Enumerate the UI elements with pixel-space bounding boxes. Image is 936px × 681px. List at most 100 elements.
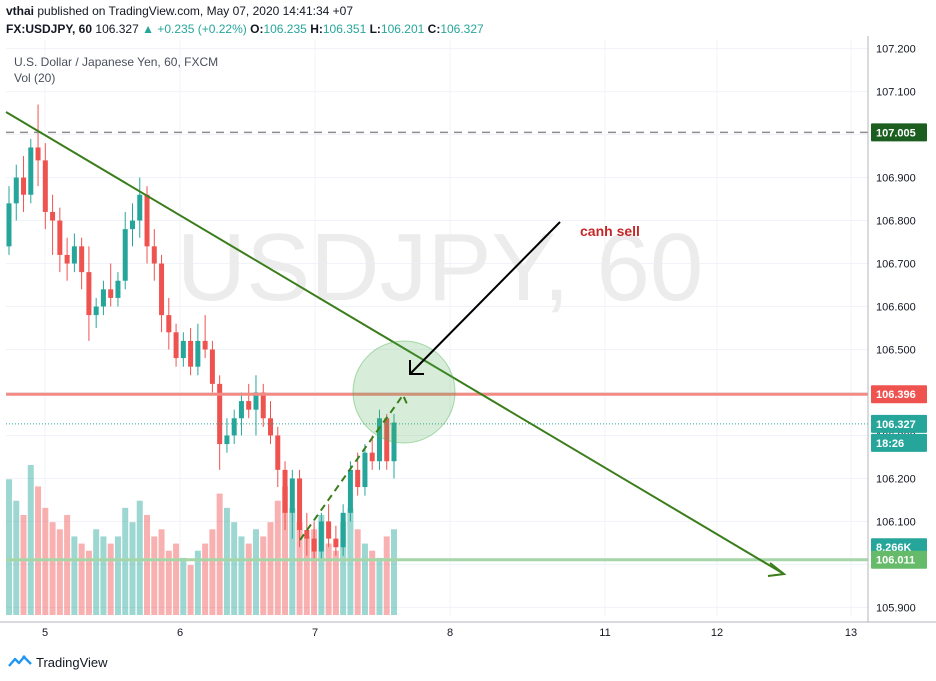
- drawings[interactable]: canh sell: [5, 111, 787, 577]
- candle-body[interactable]: [129, 220, 135, 230]
- annotation-arrow[interactable]: [409, 221, 561, 375]
- levels[interactable]: [6, 131, 868, 562]
- candle-body[interactable]: [166, 315, 172, 333]
- candle-body[interactable]: [6, 203, 12, 247]
- candle-body[interactable]: [57, 220, 63, 255]
- candle-body[interactable]: [79, 246, 85, 273]
- volume-bar: [245, 543, 252, 615]
- downtrend-line[interactable]: [5, 111, 785, 575]
- candle-body[interactable]: [231, 418, 237, 436]
- publisher-user[interactable]: vthai: [6, 4, 35, 18]
- volume-bar: [173, 543, 180, 615]
- y-tick-label: 107.100: [876, 87, 916, 99]
- candle-body[interactable]: [333, 538, 339, 548]
- candle-body[interactable]: [21, 177, 27, 195]
- volume-bar: [332, 550, 339, 615]
- candle-body[interactable]: [318, 521, 324, 552]
- volume-bar: [85, 550, 92, 615]
- candle-body[interactable]: [297, 478, 303, 531]
- footer-brand[interactable]: TradingView: [8, 654, 108, 671]
- candle-body[interactable]: [355, 469, 361, 488]
- y-tick-label: 106.700: [876, 259, 916, 271]
- candle-body[interactable]: [246, 401, 252, 410]
- volume-bar: [6, 479, 12, 615]
- candle-body[interactable]: [340, 512, 346, 548]
- candle-body[interactable]: [100, 289, 106, 307]
- candle-body[interactable]: [260, 392, 266, 419]
- volume-bar: [318, 515, 325, 615]
- candle-body[interactable]: [64, 254, 70, 264]
- candle-body[interactable]: [180, 340, 186, 359]
- candles[interactable]: [6, 104, 397, 561]
- candle-body[interactable]: [86, 272, 92, 316]
- candle-body[interactable]: [311, 538, 317, 552]
- support-tag-bg: [871, 550, 927, 569]
- footer-brand-label: TradingView: [36, 655, 108, 670]
- axes: 107.200107.100107.000106.900106.800106.7…: [0, 36, 936, 639]
- volume-bar: [71, 536, 78, 615]
- candle-body[interactable]: [173, 332, 179, 359]
- x-tick-label: 11: [599, 627, 610, 639]
- candle-body[interactable]: [275, 435, 281, 470]
- candle-body[interactable]: [224, 435, 230, 445]
- trend-arrow-head-icon: [767, 562, 787, 577]
- candle-body[interactable]: [115, 280, 121, 298]
- x-tick-label: 5: [42, 627, 48, 639]
- candle-body[interactable]: [144, 194, 150, 247]
- candle-body[interactable]: [282, 469, 288, 513]
- volume-bar: [391, 529, 397, 615]
- y-tick-label: 106.100: [876, 516, 916, 528]
- volume-legend: Vol (20): [14, 71, 56, 85]
- annotation-text[interactable]: canh sell: [580, 223, 640, 239]
- candle-body[interactable]: [42, 160, 48, 212]
- support-tag: 106.011: [876, 555, 915, 567]
- volume-bar: [64, 515, 71, 615]
- candle-body[interactable]: [108, 289, 114, 298]
- volume-bar: [303, 536, 310, 615]
- candle-body[interactable]: [137, 194, 143, 221]
- candle-body[interactable]: [289, 478, 295, 513]
- candle-body[interactable]: [217, 383, 223, 445]
- volume-bar: [27, 465, 34, 615]
- candle-body[interactable]: [268, 418, 274, 436]
- candle-body[interactable]: [93, 306, 99, 316]
- tradingview-logo-icon: [8, 654, 32, 671]
- candle-body[interactable]: [238, 401, 244, 419]
- volume-bar: [223, 507, 230, 615]
- candle-body[interactable]: [188, 340, 194, 367]
- candle-body[interactable]: [151, 246, 157, 264]
- candle-body[interactable]: [326, 521, 332, 539]
- grid: [6, 40, 868, 616]
- candle-body[interactable]: [50, 211, 56, 221]
- candle-body[interactable]: [362, 452, 368, 488]
- candle-body[interactable]: [391, 422, 397, 462]
- volume-bar: [42, 507, 49, 615]
- candle-body[interactable]: [202, 340, 208, 350]
- candle-body[interactable]: [369, 452, 375, 462]
- candle-body[interactable]: [304, 530, 310, 539]
- volume-bar: [282, 486, 289, 615]
- open-value: 106.235: [263, 22, 307, 36]
- candle-body[interactable]: [376, 418, 382, 462]
- volume-bar: [354, 529, 361, 615]
- volume-bar: [340, 522, 347, 615]
- candle-body[interactable]: [122, 229, 128, 281]
- candle-body[interactable]: [209, 349, 215, 384]
- open-label: O:: [250, 22, 264, 36]
- candle-body[interactable]: [384, 418, 390, 462]
- volume-bar: [260, 536, 267, 615]
- highlight-circle[interactable]: [352, 340, 456, 444]
- volume-bar: [216, 493, 223, 615]
- candle-body[interactable]: [13, 177, 19, 204]
- x-tick-label: 13: [845, 627, 857, 639]
- volume-bar: [311, 529, 318, 615]
- candle-body[interactable]: [253, 392, 259, 410]
- candle-body[interactable]: [71, 246, 77, 264]
- candle-body[interactable]: [35, 147, 41, 161]
- candle-body[interactable]: [28, 147, 34, 195]
- candle-body[interactable]: [159, 263, 165, 316]
- symbol-label: FX:USDJPY, 60: [6, 22, 93, 36]
- candle-body[interactable]: [195, 340, 201, 367]
- candle-body[interactable]: [347, 469, 353, 513]
